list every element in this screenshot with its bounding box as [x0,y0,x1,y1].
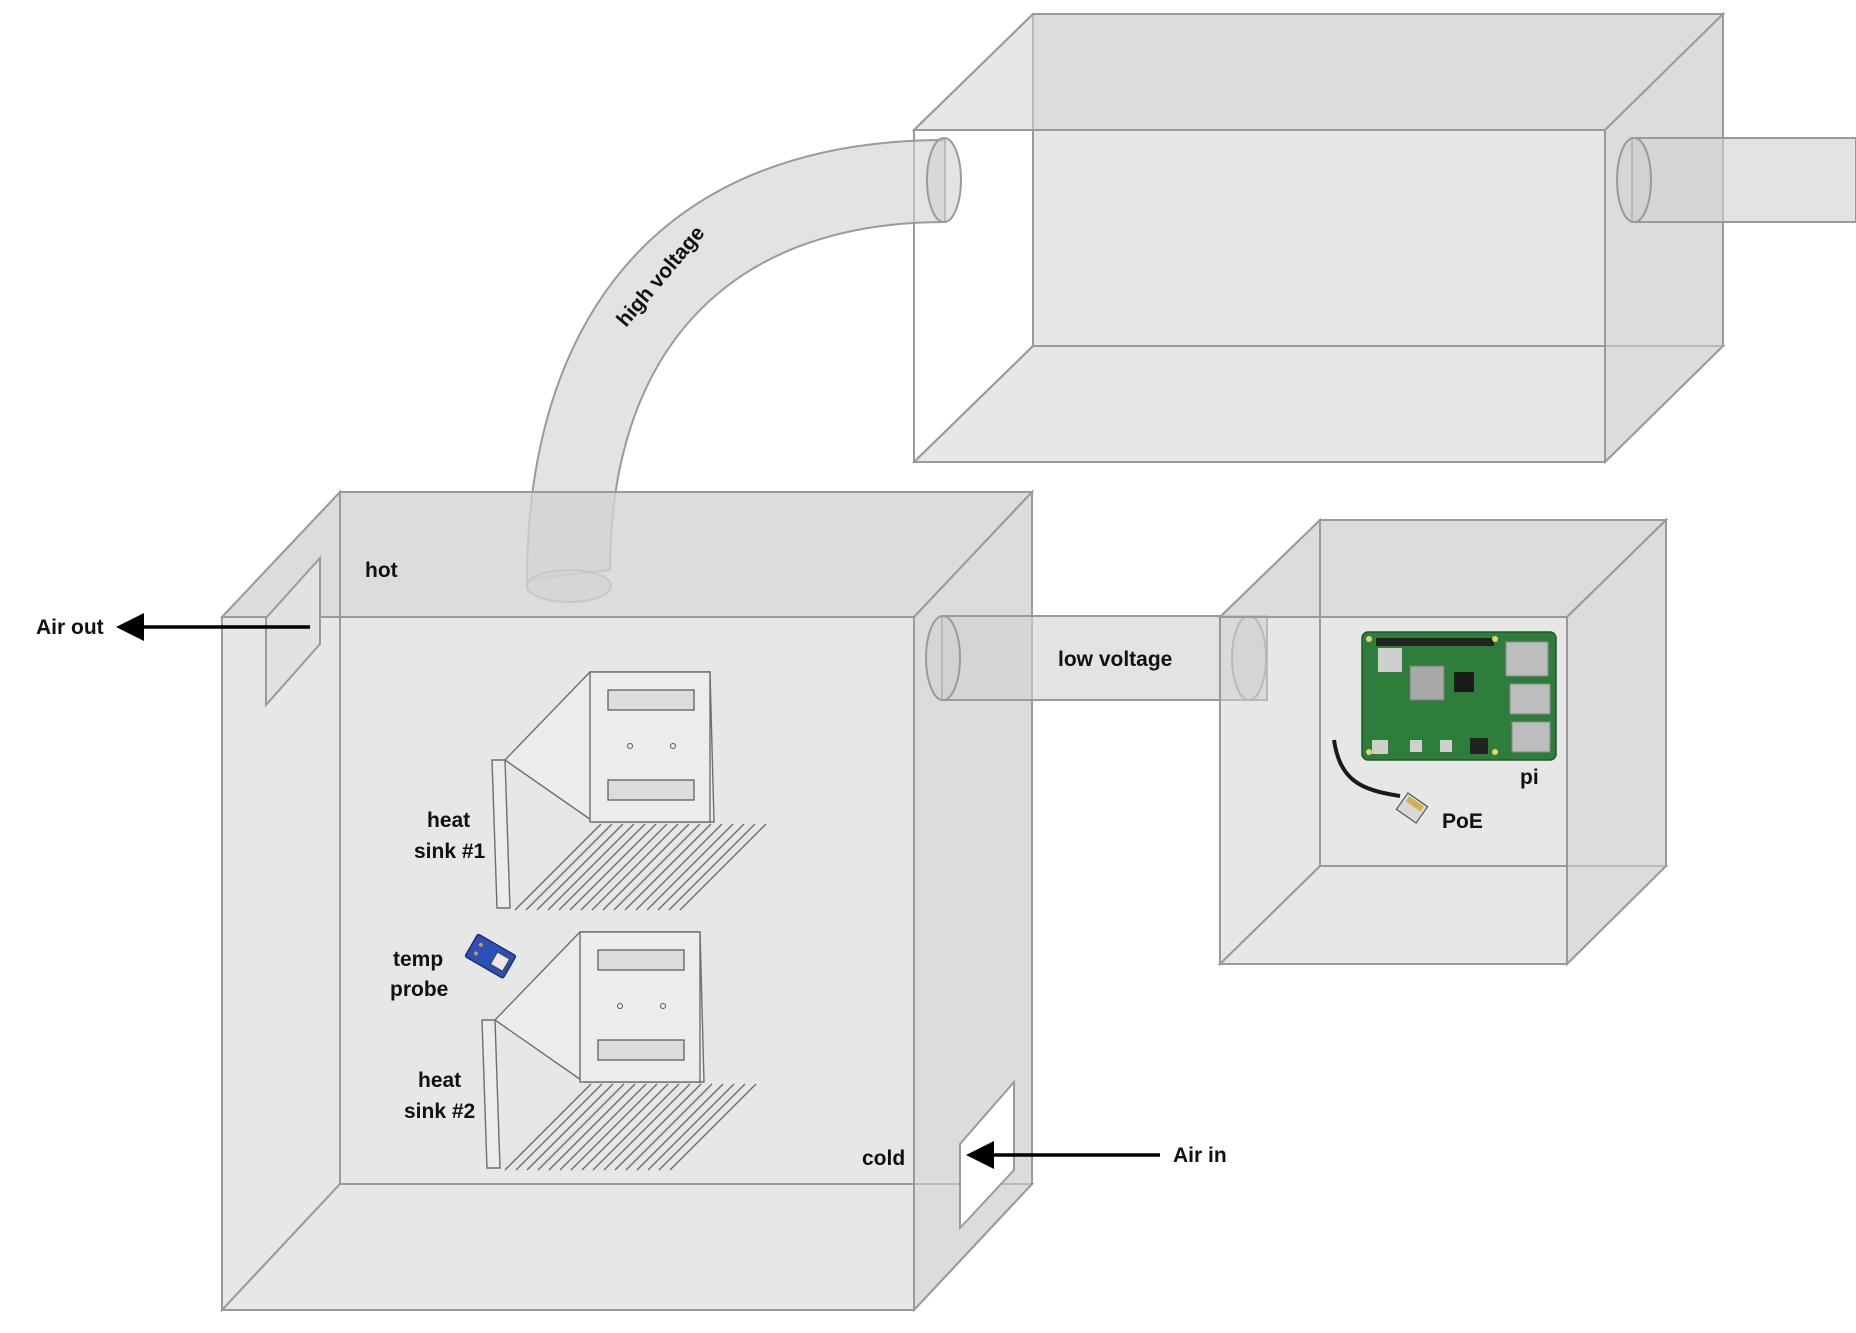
main-cooling-box: hot cold [219,489,1035,1313]
poe-label: PoE [1442,810,1483,833]
heat-sink-fin [580,823,668,911]
heat-sink-fin [658,1083,746,1171]
heat-sink-fin [625,1083,713,1171]
heat-sink-fin [646,823,734,911]
air-in-arrow [966,1141,1160,1169]
air-in-label: Air in [1173,1144,1227,1167]
heat-sink-fin [647,1083,735,1171]
heat-sink-2-label-line1: heat [418,1069,461,1092]
temp-probe-label-line2: probe [390,978,448,1001]
raspberry-pi-board-icon [1361,631,1557,761]
heat-sink-fin [614,1083,702,1171]
heat-sink-fin [669,1083,757,1171]
heat-sink-fin [504,1083,592,1171]
heat-sink-2-label-line2: sink #2 [404,1100,475,1123]
heat-sink-fin [592,1083,680,1171]
heat-sink-fin [547,823,635,911]
heat-sink-fin [613,823,701,911]
heat-sink-fin [602,823,690,911]
heat-sink-fin [514,823,602,911]
cold-label: cold [862,1147,905,1170]
air-out-label: Air out [36,616,104,639]
heat-sink-fin [525,823,613,911]
heat-sink-fin [603,1083,691,1171]
temp-probe-icon [464,933,517,979]
heat-sink-1-label-line2: sink #1 [414,840,486,863]
heat-sink-fin [536,823,624,911]
heat-sink-fin [559,1083,647,1171]
pi-label: pi [1520,766,1539,789]
temp-probe-label-line1: temp [393,948,443,971]
heat-sink-fin [570,1083,658,1171]
low-voltage-conduit: low voltage [925,615,1268,701]
hot-label: hot [365,559,398,582]
heat-sink-fin [581,1083,669,1171]
high-voltage-enclosure [911,11,1856,465]
heat-sink-fin [668,823,756,911]
heat-sink-fin [591,823,679,911]
ethernet-cable-icon [1332,739,1429,824]
heat-sink-fin [679,823,767,911]
heat-sink-fin [537,1083,625,1171]
heat-sink-fin [569,823,657,911]
air-out-vent [265,555,321,708]
heat-sink-fin [635,823,723,911]
heat-sink-2-icon [481,931,757,1171]
low-voltage-label: low voltage [1058,648,1172,671]
heat-sink-fin [624,823,712,911]
heat-sink-fin [515,1083,603,1171]
heat-sink-fin [526,1083,614,1171]
heat-sink-1-label-line1: heat [427,809,470,832]
heat-sink-1-icon [491,671,767,911]
air-out-arrow [116,613,310,641]
heat-sink-fin [558,823,646,911]
heat-sink-fin [657,823,745,911]
heat-sink-fin [548,1083,636,1171]
heat-sink-fin [636,1083,724,1171]
